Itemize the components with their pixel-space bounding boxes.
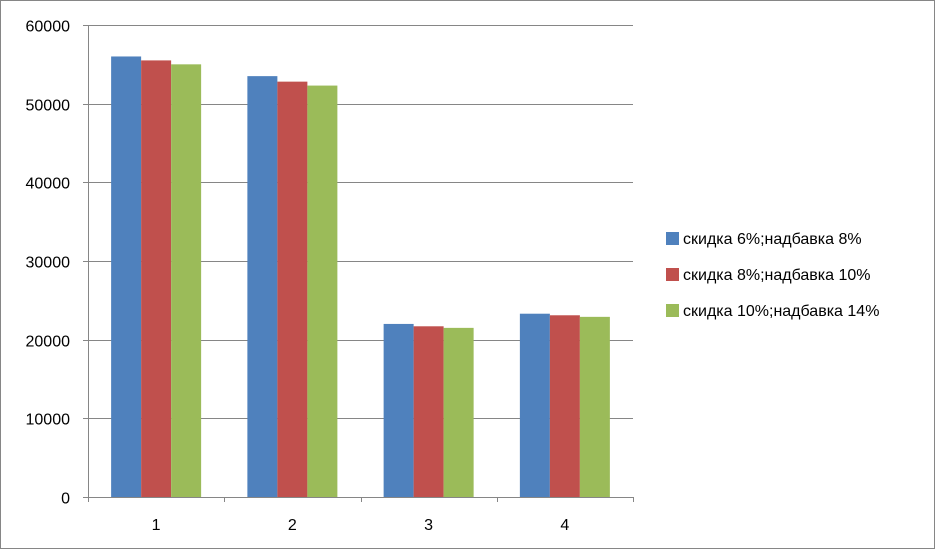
y-tick-label: 0 (61, 491, 70, 508)
y-tick-label: 20000 (26, 334, 71, 351)
legend-swatch (666, 232, 679, 245)
y-tick-label: 40000 (26, 176, 71, 193)
bars (111, 56, 610, 498)
bar (383, 323, 414, 497)
bar (549, 315, 580, 497)
y-axis-ticks: 0 10000 20000 30000 40000 50000 60000 (26, 19, 88, 508)
y-tick-label: 30000 (26, 255, 71, 272)
legend-label: скидка 10%;надбавка 14% (683, 303, 879, 320)
bar (141, 60, 172, 498)
bar (307, 85, 338, 497)
axes (88, 25, 633, 498)
legend: скидка 6%;надбавка 8% скидка 8%;надбавка … (666, 231, 879, 320)
y-tick-label: 10000 (26, 412, 71, 429)
y-tick-label: 60000 (26, 19, 71, 36)
x-tick-label: 1 (152, 517, 161, 534)
legend-swatch (666, 268, 679, 281)
x-tick-label: 3 (424, 517, 433, 534)
bar (111, 56, 142, 497)
x-axis-ticks: 1 2 3 4 (88, 497, 634, 534)
legend-swatch (666, 304, 679, 317)
legend-label: скидка 8%;надбавка 10% (683, 267, 871, 284)
bar (413, 326, 444, 497)
bar (519, 313, 550, 497)
y-tick-label: 50000 (26, 98, 71, 115)
x-tick-label: 2 (288, 517, 297, 534)
legend-label: скидка 6%;надбавка 8% (683, 231, 862, 248)
bar (247, 76, 278, 497)
bar (277, 81, 308, 497)
x-tick-label: 4 (560, 517, 569, 534)
bar (171, 64, 202, 498)
bar (443, 327, 474, 497)
bar (579, 316, 610, 497)
